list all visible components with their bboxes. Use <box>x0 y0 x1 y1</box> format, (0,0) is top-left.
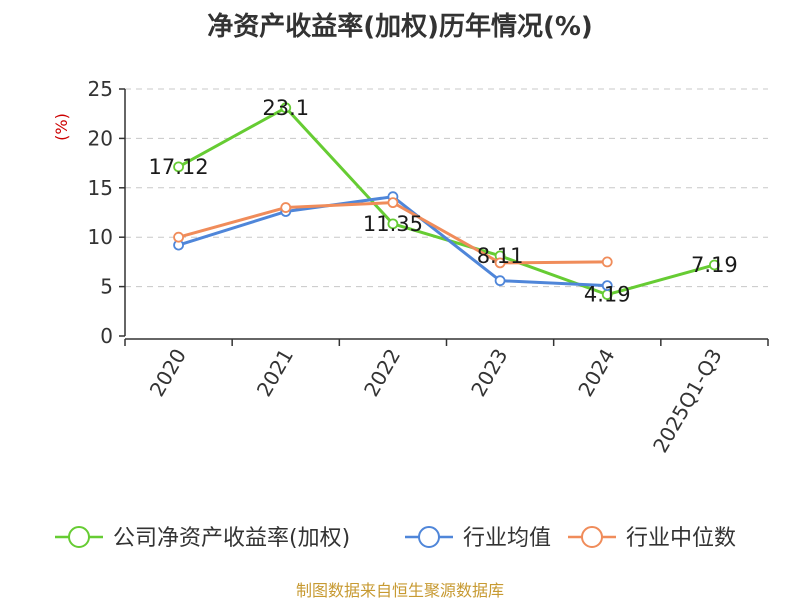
series-lines <box>173 102 720 301</box>
x-tick-label: 2020 <box>145 345 191 401</box>
legend-label: 公司净资产收益率(加权) <box>113 526 350 551</box>
legend: 公司净资产收益率(加权) 行业均值 行业中位数 <box>55 526 736 551</box>
legend-marker <box>68 526 90 548</box>
chart-title: 净资产收益率(加权)历年情况(%) <box>207 12 593 42</box>
y-tick-label: 15 <box>88 176 113 200</box>
data-point[interactable] <box>280 102 292 114</box>
x-tick-label: 2021 <box>252 345 298 401</box>
data-point[interactable] <box>173 231 184 243</box>
data-label: 4.19 <box>584 283 631 307</box>
data-labels: 17.12 23.1 11.35 8.11 4.19 7.19 <box>149 96 738 307</box>
legend-label: 行业中位数 <box>626 526 736 551</box>
legend-label: 行业均值 <box>463 526 551 551</box>
y-tick-label: 0 <box>100 324 113 348</box>
data-point[interactable] <box>387 218 399 230</box>
legend-item[interactable]: 行业中位数 <box>568 526 736 551</box>
x-tick-label: 2024 <box>573 345 619 401</box>
data-point[interactable] <box>494 257 506 269</box>
series-line <box>177 106 715 297</box>
data-label: 7.19 <box>691 253 738 277</box>
axes: 0 5 10 15 20 25 (%) 2020 2021 2022 2023 2024 2025Q1-… <box>52 77 769 457</box>
data-point[interactable] <box>709 259 720 271</box>
source-note: 制图数据来自恒生聚源数据库 <box>295 581 504 600</box>
data-label: 8.11 <box>477 244 524 268</box>
data-label: 11.35 <box>363 212 423 236</box>
y-tick-label: 20 <box>88 126 113 150</box>
legend-item[interactable]: 公司净资产收益率(加权) <box>55 526 350 551</box>
y-tick-label: 5 <box>100 275 113 299</box>
data-point[interactable] <box>280 202 292 213</box>
data-label: 17.12 <box>149 155 209 179</box>
data-point[interactable] <box>601 256 613 268</box>
legend-marker <box>418 526 440 548</box>
data-point[interactable] <box>387 197 399 209</box>
data-label: 23.1 <box>262 96 309 120</box>
data-point[interactable] <box>173 161 184 173</box>
x-tick-label: 2023 <box>466 345 512 401</box>
legend-marker <box>581 526 603 548</box>
grid-lines <box>125 88 768 288</box>
legend-item[interactable]: 行业均值 <box>405 526 551 551</box>
y-tick-label: 25 <box>88 77 113 101</box>
x-tick-label: 2022 <box>359 345 405 401</box>
x-tick-label: 2025Q1-Q3 <box>648 345 727 457</box>
y-tick-label: 10 <box>88 225 113 249</box>
data-point[interactable] <box>494 275 506 287</box>
data-point[interactable] <box>601 280 613 292</box>
y-unit-label: (%) <box>52 113 71 141</box>
